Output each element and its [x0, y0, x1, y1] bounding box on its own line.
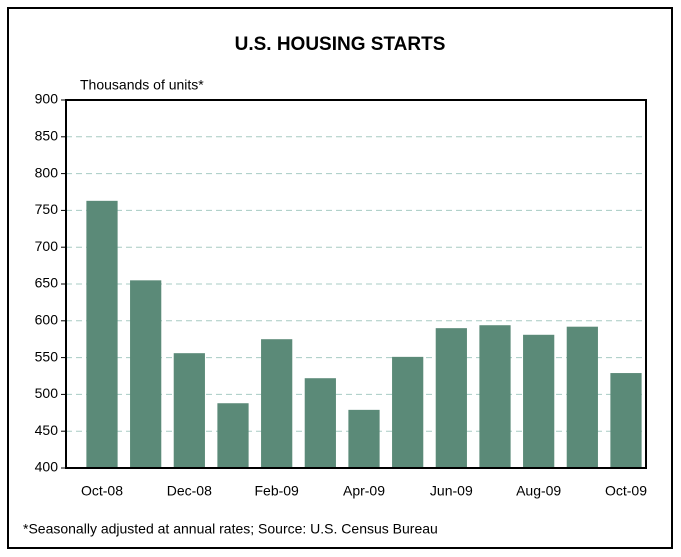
y-axis-label: Thousands of units*: [80, 77, 204, 93]
x-tick-label: Dec-08: [167, 483, 212, 499]
y-tick-label: 900: [35, 91, 59, 107]
bar: [304, 378, 336, 468]
bar: [86, 200, 118, 468]
y-tick-label: 700: [35, 238, 59, 254]
chart-frame: [7, 7, 673, 549]
y-tick-label: 550: [35, 348, 59, 364]
y-tick-label: 400: [35, 459, 59, 475]
bar: [348, 409, 380, 468]
bar: [173, 353, 205, 468]
bar: [217, 403, 249, 468]
footnote: *Seasonally adjusted at annual rates; So…: [23, 521, 438, 537]
x-tick-label: Oct-08: [81, 483, 123, 499]
y-tick-label: 800: [35, 164, 59, 180]
y-tick-label: 450: [35, 422, 59, 438]
x-tick-label: Jun-09: [430, 483, 473, 499]
x-tick-label: Feb-09: [254, 483, 299, 499]
x-tick-label: Aug-09: [516, 483, 561, 499]
x-tick-label: Apr-09: [343, 483, 385, 499]
bar: [435, 328, 467, 468]
bar: [479, 325, 511, 468]
bar: [610, 373, 642, 468]
y-tick-label: 750: [35, 201, 59, 217]
y-tick-label: 650: [35, 275, 59, 291]
x-tick-label: Oct-09: [605, 483, 647, 499]
plot-frame: [65, 99, 647, 469]
chart-title: U.S. HOUSING STARTS: [235, 34, 446, 55]
y-tick-label: 850: [35, 128, 59, 144]
y-tick-label: 500: [35, 385, 59, 401]
bar: [392, 356, 424, 468]
bar: [566, 326, 598, 468]
bar: [523, 334, 555, 468]
bar: [261, 339, 293, 468]
bar: [130, 280, 162, 468]
y-tick-label: 600: [35, 312, 59, 328]
